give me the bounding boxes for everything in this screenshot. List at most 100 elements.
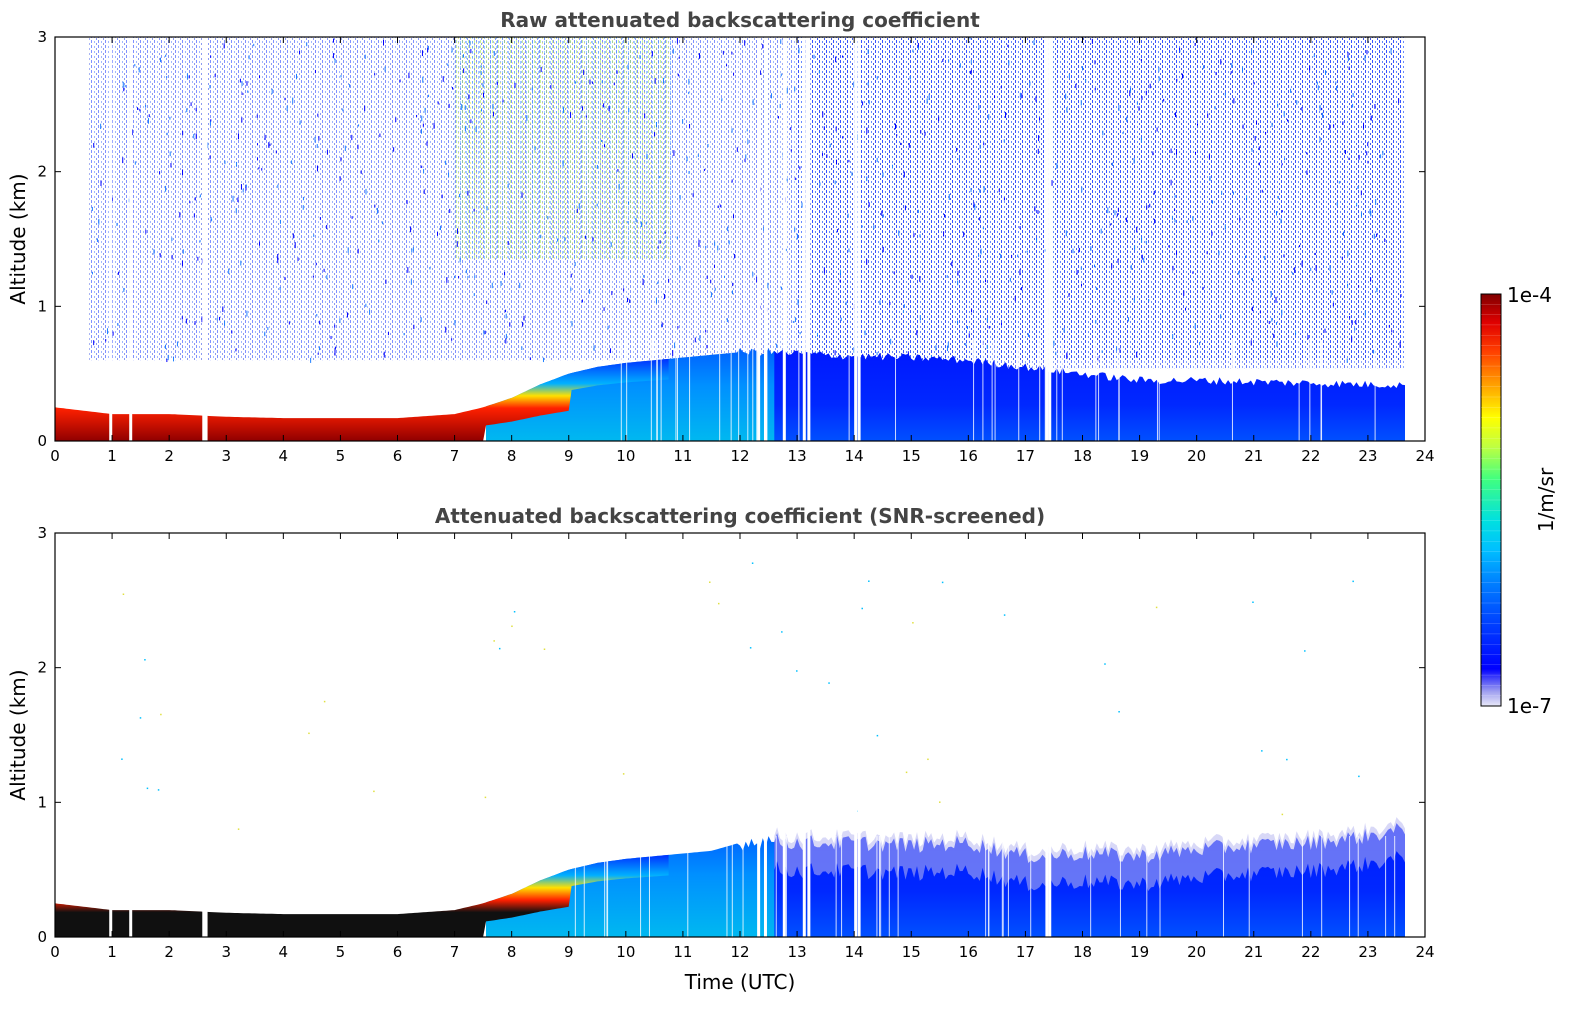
- noise-speck: [540, 234, 542, 239]
- noise-speck: [564, 237, 566, 242]
- noise-speck: [1399, 341, 1401, 348]
- noise-speck: [931, 39, 933, 43]
- noise-speck: [713, 264, 715, 268]
- noise-speck: [1008, 60, 1010, 66]
- noise-speck: [91, 271, 93, 275]
- noise-speck: [959, 63, 961, 68]
- noise-speck: [751, 562, 754, 564]
- noise-speck: [534, 146, 536, 151]
- noise-speck: [1203, 65, 1205, 69]
- noise-speck: [939, 801, 941, 803]
- noise-speck: [351, 216, 353, 219]
- noise-speck: [462, 54, 464, 58]
- noise-speck: [1358, 154, 1360, 160]
- data-gap-thin: [880, 836, 882, 937]
- data-gap: [807, 37, 811, 441]
- data-gap-thin: [1007, 836, 1009, 937]
- noise-speck: [767, 282, 769, 289]
- noise-speck: [422, 123, 424, 127]
- noise-speck: [502, 99, 504, 103]
- x-tick-label: 19: [1130, 447, 1149, 465]
- noise-speck: [173, 356, 175, 362]
- noise-speck: [611, 291, 613, 296]
- noise-speck: [470, 119, 472, 124]
- noise-speck: [1212, 200, 1214, 204]
- noise-speck: [699, 335, 701, 342]
- noise-speck: [719, 204, 721, 208]
- noise-speck: [688, 78, 690, 85]
- noise-speck: [592, 237, 594, 242]
- data-gap-thin: [1374, 340, 1376, 441]
- x-tick-label: 8: [507, 447, 517, 465]
- noise-speck: [629, 299, 631, 303]
- noise-speck: [589, 288, 591, 294]
- noise-speck: [928, 94, 930, 100]
- noise-speck: [275, 150, 277, 154]
- noise-speck: [492, 103, 494, 110]
- noise-speck: [463, 68, 465, 74]
- noise-speck: [1021, 287, 1023, 291]
- noise-speck: [900, 142, 902, 146]
- noise-speck: [1101, 350, 1103, 353]
- x-tick-label: 12: [730, 943, 749, 961]
- noise-speck: [1143, 257, 1145, 263]
- noise-speck: [473, 293, 475, 297]
- noise-speck: [876, 157, 878, 163]
- noise-speck: [1174, 195, 1176, 198]
- data-gap-thin: [660, 340, 662, 441]
- noise-speck: [241, 117, 243, 123]
- noise-speck: [699, 53, 701, 59]
- x-tick-label: 10: [616, 943, 635, 961]
- noise-speck: [374, 204, 376, 208]
- noise-speck: [480, 71, 482, 75]
- noise-speck: [898, 230, 900, 236]
- x-tick-label: 2: [164, 447, 174, 465]
- noise-speck: [1145, 90, 1147, 96]
- noise-speck: [967, 326, 969, 330]
- noise-speck: [1141, 236, 1143, 243]
- noise-speck: [657, 246, 659, 249]
- noise-speck: [421, 50, 423, 57]
- noise-speck: [222, 306, 224, 312]
- x-tick-label: 6: [393, 943, 403, 961]
- data-gap-thin: [752, 340, 754, 441]
- noise-speck: [382, 221, 384, 225]
- noise-speck: [752, 272, 754, 277]
- noise-speck: [446, 277, 448, 283]
- data-gap: [204, 533, 208, 937]
- noise-speck: [1364, 55, 1366, 61]
- x-tick-label: 9: [564, 943, 574, 961]
- x-tick-label: 17: [1016, 943, 1035, 961]
- noise-speck: [608, 106, 610, 112]
- data-gap-thin: [1044, 340, 1046, 441]
- x-tick-label: 7: [450, 447, 460, 465]
- noise-speck: [970, 60, 972, 64]
- noise-speck: [679, 266, 681, 271]
- noise-speck: [861, 225, 863, 228]
- noise-speck: [780, 39, 782, 44]
- noise-speck: [881, 210, 883, 216]
- noise-speck: [731, 290, 733, 295]
- noise-speck: [879, 300, 881, 305]
- noise-speck: [677, 73, 679, 77]
- noise-speck: [1251, 49, 1253, 55]
- noise-speck: [1306, 152, 1308, 155]
- noise-speck: [1277, 103, 1279, 108]
- noise-speck: [1146, 205, 1148, 210]
- noise-speck: [326, 224, 328, 230]
- noise-speck: [346, 312, 348, 318]
- noise-speck: [408, 72, 410, 79]
- noise-speck: [253, 43, 255, 47]
- noise-speck: [1238, 271, 1240, 275]
- data-gap-thin: [785, 836, 787, 937]
- noise-speck: [171, 237, 173, 241]
- noise-speck: [1224, 224, 1226, 230]
- noise-speck: [540, 66, 542, 73]
- noise-speck: [211, 218, 213, 222]
- noise-speck: [1307, 334, 1309, 340]
- noise-speck: [664, 231, 666, 234]
- x-tick-label: 20: [1187, 943, 1206, 961]
- noise-speck: [957, 320, 959, 324]
- x-tick-label: 11: [673, 447, 692, 465]
- noise-speck: [722, 50, 724, 55]
